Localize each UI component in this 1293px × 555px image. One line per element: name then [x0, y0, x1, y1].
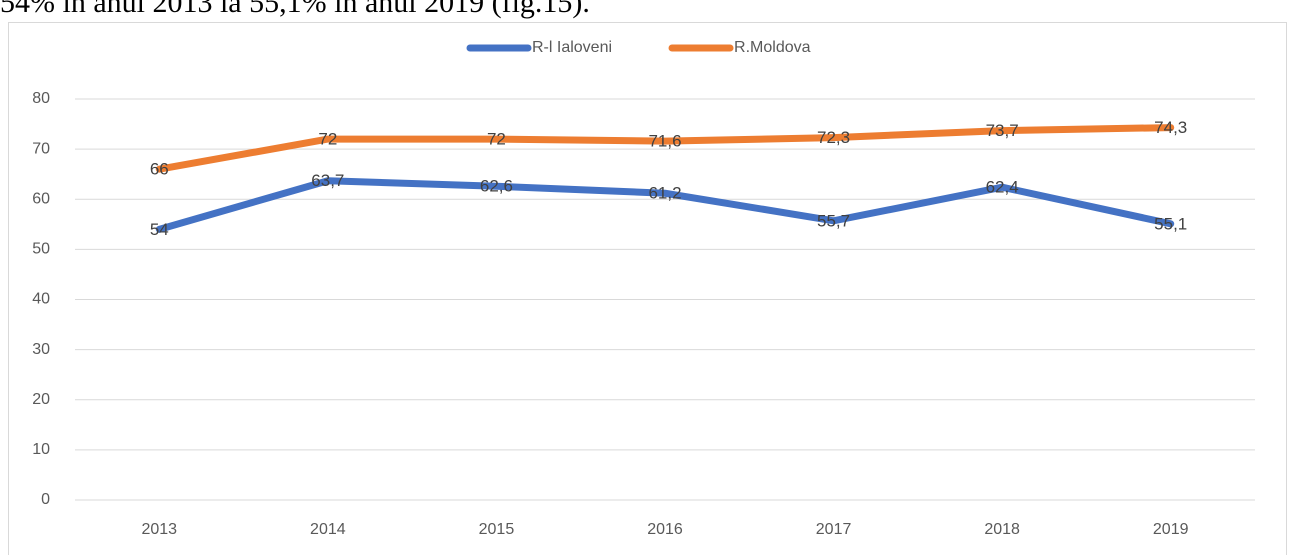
data-label: 72 — [487, 130, 506, 149]
series-line — [155, 177, 1175, 233]
data-label: 61,2 — [648, 184, 681, 203]
data-label: 66 — [150, 160, 169, 179]
y-tick-label: 60 — [32, 190, 50, 207]
x-tick-label: 2014 — [310, 521, 346, 538]
data-label: 72 — [318, 130, 337, 149]
data-label: 62,6 — [480, 177, 513, 196]
chart-border — [8, 22, 1287, 555]
data-label: 71,6 — [648, 132, 681, 151]
series-line — [155, 124, 1175, 173]
data-label: 55,1 — [1154, 214, 1187, 233]
y-tick-label: 10 — [32, 441, 50, 458]
x-tick-label: 2015 — [479, 521, 515, 538]
x-tick-label: 2018 — [984, 521, 1020, 538]
data-label: 62,4 — [986, 178, 1019, 197]
y-tick-label: 50 — [32, 241, 50, 258]
legend-label: R-l Ialoveni — [532, 39, 612, 56]
x-tick-label: 2013 — [141, 521, 177, 538]
y-tick-label: 0 — [41, 491, 50, 508]
data-label: 63,7 — [311, 171, 344, 190]
legend-label: R.Moldova — [734, 39, 811, 56]
x-tick-label: 2019 — [1153, 521, 1189, 538]
document-text: 54% în anul 2013 la 55,1% în anul 2019 (… — [0, 0, 590, 19]
data-label: 55,7 — [817, 211, 850, 230]
data-label: 54 — [150, 220, 169, 239]
data-label: 73,7 — [986, 121, 1019, 140]
y-tick-label: 30 — [32, 341, 50, 358]
y-tick-label: 70 — [32, 140, 50, 157]
y-tick-label: 20 — [32, 391, 50, 408]
y-tick-label: 80 — [32, 90, 50, 107]
data-label: 74,3 — [1154, 118, 1187, 137]
x-tick-label: 2017 — [816, 521, 852, 538]
x-tick-label: 2016 — [647, 521, 683, 538]
data-label: 72,3 — [817, 128, 850, 147]
y-tick-label: 40 — [32, 291, 50, 308]
